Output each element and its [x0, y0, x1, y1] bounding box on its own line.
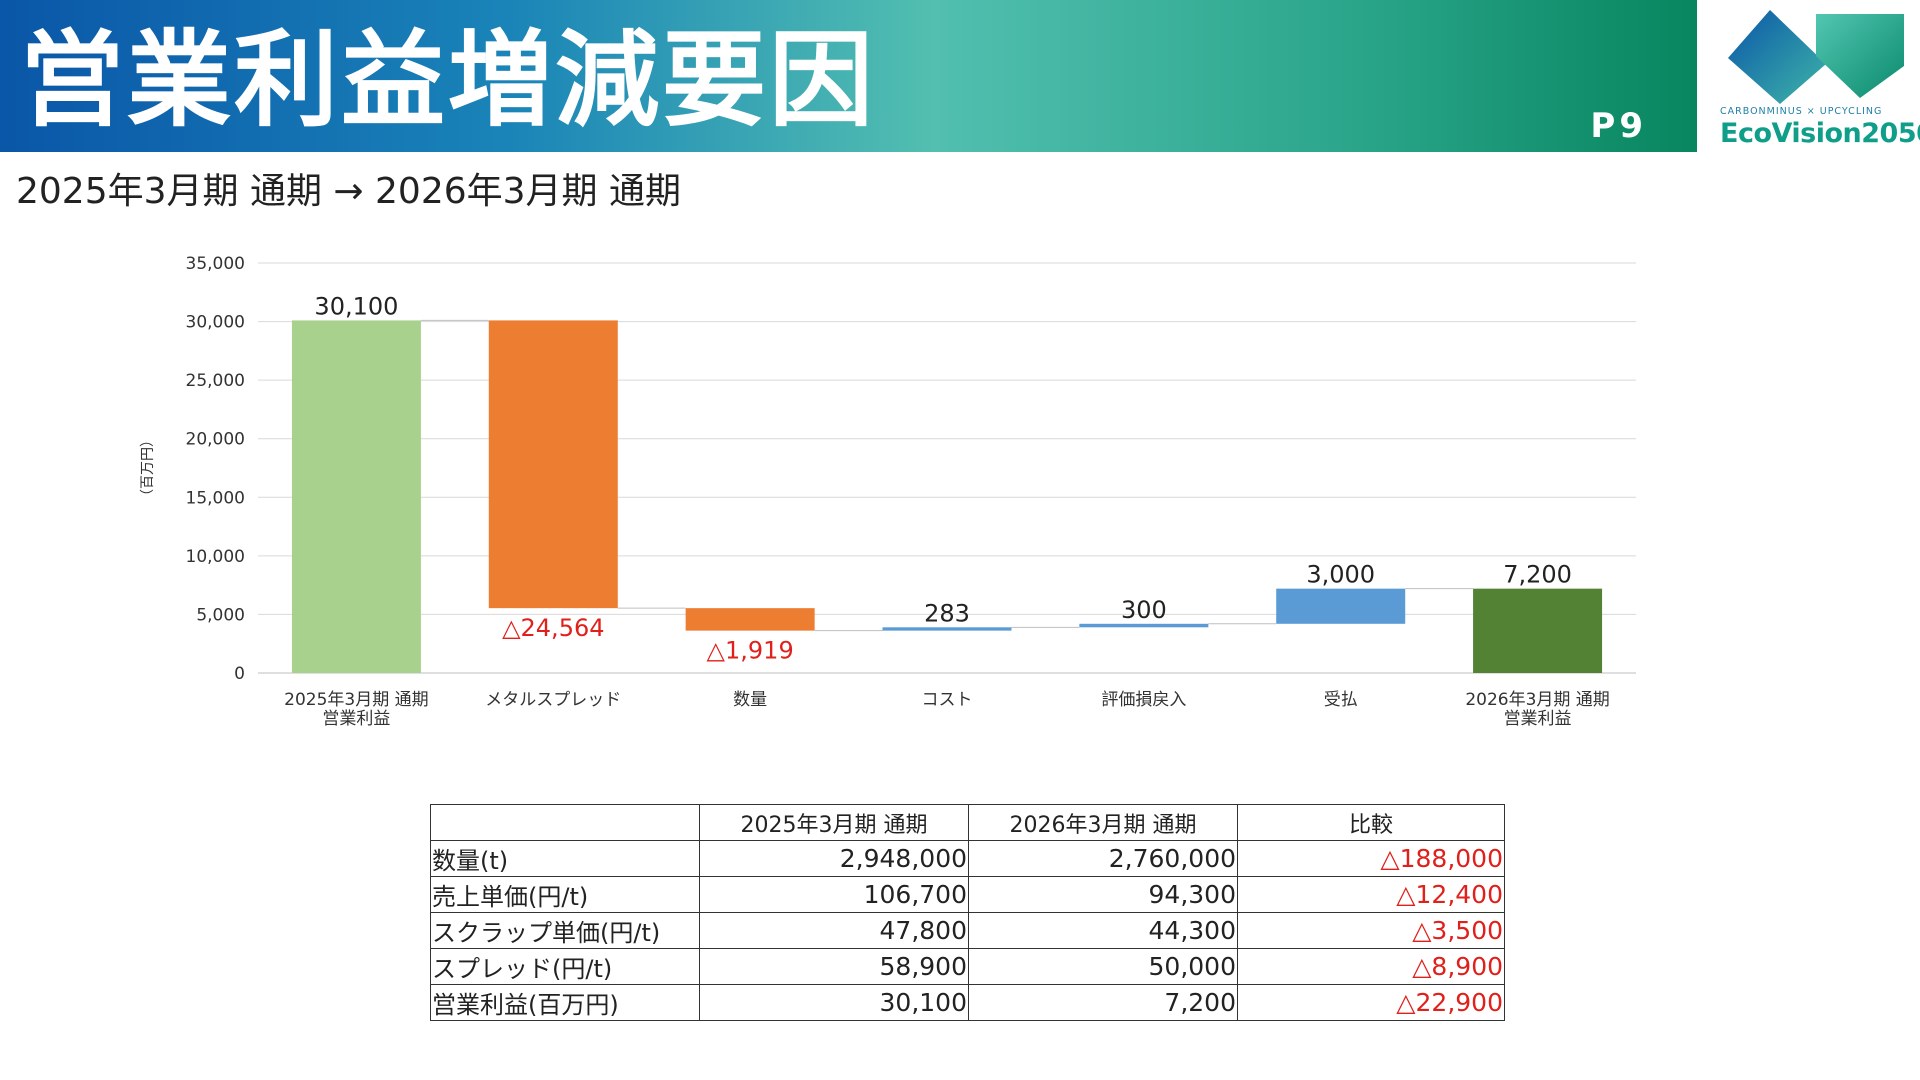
value-2026: 2,760,000	[968, 840, 1238, 877]
period-subtitle: 2025年3月期 通期 → 2026年3月期 通期	[16, 171, 681, 212]
value-2026: 44,300	[968, 912, 1238, 949]
bar-4	[882, 627, 1012, 631]
y-tick-label: 35,000	[186, 254, 245, 274]
logo-name: EcoVision2050	[1720, 118, 1920, 149]
row-label: スクラップ単価(円/t)	[430, 912, 700, 949]
value-2025: 58,900	[699, 948, 969, 985]
value-2025: 2,948,000	[699, 840, 969, 877]
table-row: スクラップ単価(円/t) 47,800 44,300 △3,500	[430, 912, 1505, 949]
bar-5	[1079, 623, 1209, 628]
header-band: 営業利益増減要因 P9	[0, 0, 1697, 152]
table-row: 数量(t) 2,948,000 2,760,000 △188,000	[430, 840, 1505, 877]
bar-1	[291, 320, 421, 673]
table-header-cell	[430, 804, 700, 841]
table-row: 営業利益(百万円) 30,100 7,200 △22,900	[430, 984, 1505, 1021]
y-tick-label: 0	[234, 664, 245, 684]
value-2025: 106,700	[699, 876, 969, 913]
value-2025: 47,800	[699, 912, 969, 949]
value-diff: △188,000	[1237, 840, 1505, 877]
page-title: 営業利益増減要因	[20, 19, 877, 141]
table-header-row: 2025年3月期 通期 2026年3月期 通期 比較	[430, 804, 1505, 841]
table-header-cell: 2026年3月期 通期	[968, 804, 1238, 841]
row-label: 営業利益(百万円)	[430, 984, 700, 1021]
x-category-label: 営業利益	[1504, 709, 1572, 729]
ecovision-logo: CARBONMINUS × UPCYCLING EcoVision2050	[1720, 6, 1920, 149]
value-2025: 30,100	[699, 984, 969, 1021]
data-label: △24,564	[502, 614, 604, 642]
y-tick-label: 5,000	[196, 605, 245, 625]
value-2026: 94,300	[968, 876, 1238, 913]
data-label: 3,000	[1306, 561, 1375, 589]
value-diff: △3,500	[1237, 912, 1505, 949]
x-category-label: 数量	[733, 690, 767, 710]
y-tick-label: 15,000	[186, 488, 245, 508]
y-tick-label: 10,000	[186, 547, 245, 567]
table-row: 売上単価(円/t) 106,700 94,300 △12,400	[430, 876, 1505, 913]
table-header-cell: 比較	[1237, 804, 1505, 841]
bar-7	[1473, 588, 1603, 673]
y-tick-label: 30,000	[186, 313, 245, 333]
value-diff: △12,400	[1237, 876, 1505, 913]
bar-2	[488, 320, 618, 609]
table-row: スプレッド(円/t) 58,900 50,000 △8,900	[430, 948, 1505, 985]
value-diff: △22,900	[1237, 984, 1505, 1021]
y-tick-label: 25,000	[186, 371, 245, 391]
data-label: 30,100	[314, 292, 398, 320]
bar-3	[685, 608, 815, 631]
row-label: 数量(t)	[430, 840, 700, 877]
data-label: 7,200	[1503, 561, 1572, 589]
row-label: スプレッド(円/t)	[430, 948, 700, 985]
value-diff: △8,900	[1237, 948, 1505, 985]
bar-6	[1276, 588, 1406, 624]
x-category-label: コスト	[922, 690, 973, 710]
value-2026: 7,200	[968, 984, 1238, 1021]
data-label: 283	[924, 599, 970, 627]
row-label: 売上単価(円/t)	[430, 876, 700, 913]
waterfall-chart: 0 5,000 10,000 15,000 20,000 25,000 30,000 35,0…	[140, 254, 1636, 729]
data-label: 300	[1121, 596, 1167, 624]
comparison-table: 2025年3月期 通期 2026年3月期 通期 比較 数量(t) 2,948,0…	[430, 804, 1505, 1021]
x-category-label: 評価損戻入	[1101, 690, 1186, 710]
table-header-cell: 2025年3月期 通期	[699, 804, 969, 841]
logo-mark-icon	[1728, 10, 1904, 104]
data-label: △1,919	[707, 637, 794, 665]
x-category-label: 2025年3月期 通期	[284, 690, 428, 710]
page-number: P9	[1590, 106, 1647, 146]
y-tick-label: 20,000	[186, 430, 245, 450]
x-category-label: 2026年3月期 通期	[1465, 690, 1609, 710]
x-category-label: 営業利益	[322, 709, 390, 729]
y-axis-label: （百万円）	[140, 433, 156, 503]
x-category-label: 受払	[1324, 690, 1358, 710]
logo-tagline: CARBONMINUS × UPCYCLING	[1720, 106, 1883, 117]
value-2026: 50,000	[968, 948, 1238, 985]
x-category-label: メタルスプレッド	[485, 690, 621, 710]
